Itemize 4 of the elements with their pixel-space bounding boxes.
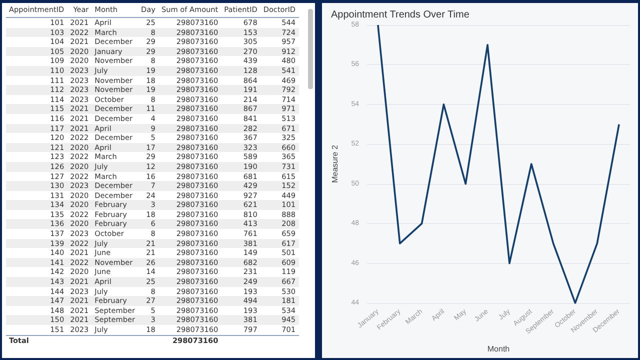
x-axis-title: Month	[487, 344, 510, 354]
line-series	[377, 24, 620, 304]
chart-title: Appointment Trends Over Time	[331, 10, 470, 20]
y-axis-title: Measure 2	[330, 144, 340, 183]
